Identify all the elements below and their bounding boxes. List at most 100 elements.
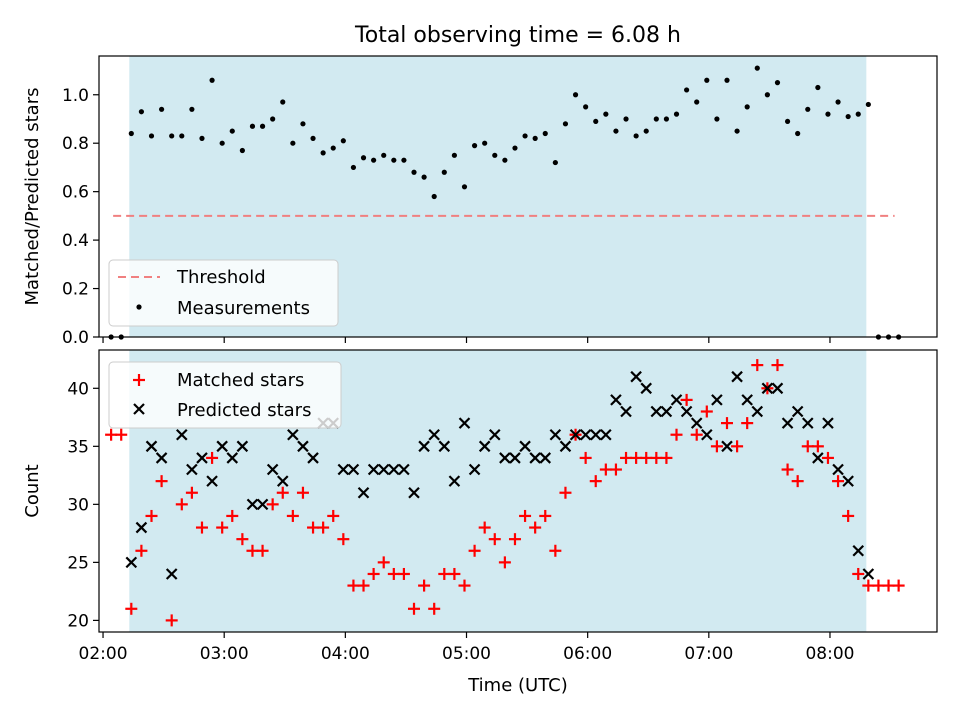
matched-star-point (155, 475, 168, 488)
predicted-star-point (256, 498, 269, 511)
matched-star-point (266, 498, 279, 511)
measurement-point (441, 169, 447, 175)
predicted-star-point (852, 544, 865, 557)
predicted-star-point (408, 486, 420, 499)
measurement-point (865, 101, 871, 108)
predicted-star-point (468, 463, 481, 476)
predicted-star-point (226, 452, 239, 464)
measurement-point (502, 157, 508, 163)
matched-star-point (781, 463, 794, 476)
measurement-point (684, 87, 690, 93)
measurement-point (209, 77, 215, 83)
ytick-label: 20 (67, 611, 89, 631)
predicted-star-point (145, 440, 158, 453)
measurement-point (835, 99, 841, 105)
ytick-label: 0.0 (62, 328, 89, 348)
measurement-point (401, 157, 407, 163)
predicted-star-point (287, 428, 299, 441)
predicted-star-point (660, 405, 673, 418)
matched-star-point (206, 451, 219, 464)
measurement-point (391, 157, 397, 163)
matched-star-point (842, 509, 855, 522)
measurement-point (714, 116, 720, 122)
predicted-star-point (448, 475, 461, 487)
predicted-star-point (832, 463, 844, 476)
matched-star-point (720, 417, 733, 430)
matched-star-point (609, 463, 622, 476)
matched-star-point (307, 521, 320, 534)
matched-star-point (145, 509, 158, 522)
matched-star-point (731, 440, 744, 453)
predicted-star-point (216, 440, 228, 453)
matched-star-point (115, 428, 128, 441)
xtick-label: 03:00 (200, 644, 249, 664)
predicted-star-point (690, 417, 703, 429)
matched-star-point (408, 602, 421, 615)
predicted-star-point (297, 440, 309, 453)
predicted-star-point (206, 475, 218, 487)
measurement-point (855, 111, 861, 117)
matched-star-point (650, 451, 663, 464)
predicted-star-point (812, 452, 824, 464)
measurement-point (451, 152, 457, 158)
matched-star-point (296, 486, 309, 499)
predicted-star-point (196, 452, 208, 464)
bottom-y-axis-label: Count (22, 464, 43, 517)
matched-star-point (852, 567, 865, 580)
top-y-axis-label: Matched/Predicted stars (22, 88, 43, 306)
measurement-point (613, 128, 619, 134)
ytick-label: 35 (67, 437, 89, 457)
predicted-star-point (125, 556, 138, 569)
matched-star-point (367, 567, 380, 580)
top-legend-box (108, 259, 339, 327)
measurement-point (259, 123, 266, 129)
predicted-star-point (266, 463, 279, 476)
matched-star-point (125, 602, 138, 615)
matched-star-point (105, 428, 118, 441)
predicted-star-point (529, 452, 541, 464)
matched-star-point (811, 440, 824, 453)
matched-star-point (832, 475, 845, 488)
predicted-star-point (398, 463, 410, 476)
matched-star-point (195, 521, 208, 534)
measurement-point (320, 150, 326, 156)
matched-star-point (347, 579, 360, 592)
matched-star-point (892, 579, 905, 592)
measurement-point (411, 169, 417, 175)
predicted-star-point (801, 417, 814, 429)
measurement-point (734, 128, 740, 134)
predicted-star-point (620, 405, 632, 418)
measurement-point (128, 130, 134, 137)
bottom-yticks: 20 25 30 35 40 (67, 379, 99, 631)
measurement-point (663, 116, 670, 122)
matched-star-point (519, 509, 532, 522)
predicted-star-point (549, 428, 562, 441)
legend-predicted-swatch (133, 403, 145, 415)
predicted-star-point (751, 405, 764, 418)
predicted-star-point (630, 370, 642, 383)
matched-star-point (771, 359, 784, 372)
matched-star-point (670, 428, 683, 441)
legend-matched-label: Matched stars (177, 370, 304, 391)
matched-star-point (640, 451, 653, 464)
ytick-label: 0.8 (62, 134, 89, 154)
measurement-point (169, 133, 175, 139)
measurement-point (300, 121, 306, 127)
measurement-point (229, 128, 235, 134)
xtick-label: 02:00 (79, 644, 128, 664)
measurement-point (239, 147, 245, 154)
measurement-point (653, 116, 659, 122)
measurement-point (522, 133, 528, 139)
measurement-point (774, 80, 781, 86)
top-xtick-marks (102, 337, 831, 343)
predicted-star-point (438, 440, 451, 453)
legend-threshold-label: Threshold (176, 267, 266, 288)
ytick-label: 25 (67, 553, 89, 573)
measurement-point (138, 109, 145, 115)
predicted-star-point (176, 428, 188, 441)
matched-star-point (872, 579, 885, 592)
predicted-star-point (489, 428, 501, 441)
matched-star-point (539, 509, 552, 522)
matched-star-point (589, 475, 602, 488)
